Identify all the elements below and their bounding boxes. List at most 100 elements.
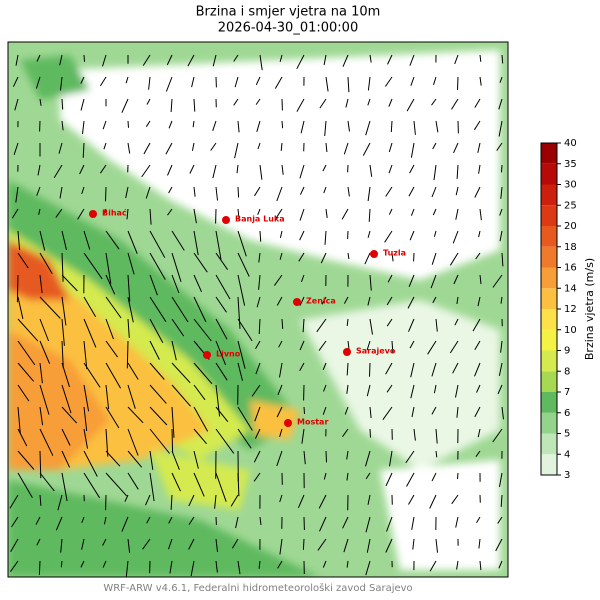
city-label: Bihać: [102, 208, 127, 218]
wind-arrow: [452, 362, 459, 374]
colorbar-segment: [541, 205, 557, 226]
wind-arrow: [83, 406, 88, 432]
wind-arrow: [83, 230, 91, 250]
wind-arrow: [60, 560, 63, 568]
wind-arrow: [409, 164, 415, 174]
wind-arrow: [215, 318, 228, 340]
wind-arrow: [237, 230, 247, 257]
wind-arrow: [347, 120, 350, 132]
wind-arrow: [237, 428, 252, 449]
wind-arrow: [323, 186, 327, 194]
wind-arrow: [149, 406, 168, 426]
city-label: Sarajevo: [356, 347, 396, 356]
wind-arrow: [61, 252, 64, 282]
subtitle: 2026-04-30_01:00:00: [218, 21, 358, 36]
wind-arrow: [316, 318, 327, 333]
wind-arrow: [319, 516, 327, 532]
wind-arrow: [451, 494, 459, 505]
wind-arrow: [276, 296, 283, 306]
wind-arrow: [193, 274, 202, 293]
city-marker: [89, 210, 97, 218]
wind-arrow: [280, 142, 283, 151]
wind-arrow: [215, 362, 228, 381]
wind-arrow: [61, 98, 64, 110]
wind-arrow: [251, 384, 261, 397]
colorbar-tick-label: 5: [564, 429, 570, 440]
wind-arrow: [408, 186, 415, 197]
wind-arrow: [237, 406, 253, 431]
wind-arrow: [455, 186, 459, 196]
wind-arrow: [53, 164, 63, 179]
wind-arrow: [365, 120, 371, 136]
wind-arrow: [127, 274, 131, 302]
wind-arrow: [430, 274, 437, 289]
wind-arrow: [342, 54, 349, 67]
wind-arrow: [171, 340, 177, 361]
wind-arrow: [102, 538, 107, 546]
wind-arrow: [58, 142, 63, 154]
wind-arrow: [408, 494, 415, 505]
city-label: Tuzla: [383, 249, 406, 258]
wind-arrow: [79, 164, 85, 175]
wind-arrow: [237, 208, 240, 221]
wind-arrow: [166, 54, 173, 66]
wind-arrow: [237, 560, 241, 575]
wind-arrow: [432, 296, 437, 304]
wind-arrow: [500, 296, 503, 304]
colorbar-tick-label: 35: [564, 159, 577, 170]
wind-arrow: [388, 164, 393, 174]
wind-arrow: [105, 450, 121, 467]
wind-arrow: [237, 472, 240, 497]
city-marker: [284, 419, 292, 427]
wind-arrow: [322, 406, 327, 415]
wind-arrow: [388, 98, 393, 107]
wind-arrow: [276, 450, 283, 467]
wind-arrow: [38, 208, 41, 215]
wind-arrow: [369, 318, 373, 335]
wind-arrow: [9, 494, 19, 509]
wind-arrow: [273, 274, 283, 286]
wind-arrow: [127, 472, 139, 490]
wind-arrow: [342, 516, 349, 529]
wind-arrow: [171, 428, 174, 454]
wind-arrow: [105, 252, 112, 284]
wind-arrow: [323, 54, 327, 66]
wind-arrow: [279, 54, 283, 63]
wind-arrow: [237, 318, 253, 342]
wind-arrow: [149, 362, 165, 380]
wind-arrow: [165, 142, 173, 155]
wind-arrow: [323, 384, 327, 392]
wind-arrow: [408, 318, 415, 332]
wind-arrow: [82, 142, 85, 158]
wind-arrow: [127, 252, 135, 275]
colorbar-segment: [541, 454, 557, 475]
wind-arrow: [367, 230, 371, 238]
wind-arrow: [55, 208, 63, 218]
colorbar-segment: [541, 350, 557, 372]
wind-arrow: [39, 230, 46, 251]
wind-arrow: [61, 296, 67, 326]
wind-arrow: [366, 384, 371, 397]
wind-arrow: [319, 98, 327, 109]
city-marker: [343, 348, 351, 356]
wind-arrow: [171, 406, 175, 438]
wind-arrow: [257, 208, 261, 215]
wind-arrow: [455, 208, 459, 220]
wind-arrow: [279, 538, 283, 555]
wind-arrow: [279, 252, 283, 260]
wind-arrow: [386, 516, 393, 532]
wind-arrow: [277, 560, 283, 569]
wind-arrow: [435, 120, 439, 133]
wind-arrow: [17, 472, 33, 498]
wind-arrow: [259, 516, 262, 526]
wind-arrow: [346, 318, 349, 326]
wind-arrow: [365, 450, 371, 467]
wind-arrow: [368, 208, 371, 222]
wind-arrow: [455, 516, 459, 528]
wind-arrow: [9, 560, 19, 572]
cities: Bihać Banja Luka Tuzla Zenica Livno Sarajevo M…: [89, 208, 406, 427]
wind-arrow: [435, 450, 438, 458]
wind-arrow: [346, 362, 349, 376]
wind-arrow: [300, 120, 305, 134]
wind-arrow: [369, 164, 373, 177]
